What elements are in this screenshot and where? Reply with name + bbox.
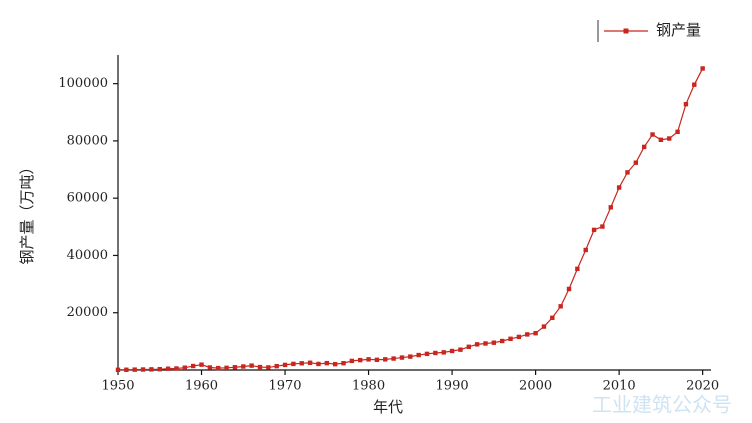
data-point xyxy=(491,340,497,345)
data-point xyxy=(516,334,522,340)
data-point xyxy=(483,341,488,346)
data-point xyxy=(274,363,279,369)
data-point xyxy=(282,362,288,368)
data-point xyxy=(316,361,321,367)
data-point xyxy=(458,347,463,352)
data-point xyxy=(625,170,630,175)
x-tick-label: 1970 xyxy=(268,379,301,394)
data-point xyxy=(641,144,647,150)
data-point xyxy=(349,358,355,364)
data-point xyxy=(115,367,121,373)
data-point xyxy=(433,350,438,356)
legend-marker xyxy=(623,28,629,34)
legend-label: 钢产量 xyxy=(656,21,701,39)
data-point xyxy=(424,351,430,357)
data-point xyxy=(575,266,580,272)
data-point xyxy=(190,363,196,369)
data-point xyxy=(675,129,680,135)
x-tick-label: 2010 xyxy=(603,379,636,394)
data-point xyxy=(600,224,605,229)
x-axis-label: 年代 xyxy=(373,398,403,416)
y-tick-label: 80000 xyxy=(67,133,108,148)
series-line xyxy=(117,68,704,371)
y-tick-label: 100000 xyxy=(58,76,108,91)
data-point xyxy=(249,363,254,368)
x-tick-label: 1960 xyxy=(185,379,218,394)
y-tick-label: 40000 xyxy=(67,248,108,263)
data-point xyxy=(157,366,162,372)
data-point xyxy=(650,132,655,137)
y-tick-label: 60000 xyxy=(67,191,108,206)
data-point xyxy=(558,304,563,309)
x-tick-label: 2000 xyxy=(519,379,552,394)
data-point xyxy=(140,367,146,372)
data-point xyxy=(541,324,547,329)
data-point xyxy=(474,342,480,347)
data-point xyxy=(499,338,505,344)
data-point xyxy=(332,361,338,367)
data-point xyxy=(358,357,363,363)
data-point xyxy=(408,354,413,359)
data-point xyxy=(199,362,204,367)
y-tick-label: 20000 xyxy=(67,305,108,320)
data-point xyxy=(550,315,555,320)
data-point xyxy=(299,361,304,366)
x-tick-label: 1990 xyxy=(436,379,469,394)
data-point xyxy=(232,365,238,370)
data-point xyxy=(241,364,246,369)
data-point xyxy=(391,356,396,361)
data-point xyxy=(416,352,421,358)
data-point xyxy=(341,361,346,366)
data-point xyxy=(399,355,405,360)
data-point xyxy=(257,364,263,370)
data-point xyxy=(441,350,446,355)
data-point xyxy=(374,357,380,363)
data-point xyxy=(692,82,697,87)
data-point xyxy=(324,360,330,366)
data-point xyxy=(124,367,129,372)
data-point xyxy=(658,137,664,143)
data-point xyxy=(266,365,271,370)
data-point xyxy=(174,366,179,371)
data-point xyxy=(533,331,538,336)
data-point xyxy=(182,365,188,370)
data-point xyxy=(165,366,171,371)
x-tick-label: 1950 xyxy=(101,379,134,394)
data-point xyxy=(307,360,313,365)
data-point xyxy=(616,185,622,190)
y-axis-label: 钢产量（万吨） xyxy=(18,159,36,264)
data-point xyxy=(525,332,530,337)
data-point xyxy=(700,66,705,71)
data-point xyxy=(683,101,689,107)
data-point xyxy=(366,357,371,362)
data-point xyxy=(291,361,296,367)
data-point xyxy=(224,365,229,371)
watermark: 工业建筑公众号 xyxy=(592,393,732,417)
data-point xyxy=(207,365,213,370)
data-point xyxy=(583,247,588,253)
data-point xyxy=(633,160,639,165)
data-point xyxy=(566,286,572,292)
x-tick-label: 2020 xyxy=(686,379,719,394)
data-point xyxy=(383,357,388,362)
data-point xyxy=(608,205,613,210)
data-point xyxy=(449,348,455,354)
data-point xyxy=(591,227,597,233)
data-point xyxy=(149,367,154,372)
data-point xyxy=(132,367,137,372)
data-point xyxy=(667,136,672,141)
data-point xyxy=(466,344,471,350)
x-tick-label: 1980 xyxy=(352,379,385,394)
data-point xyxy=(508,336,513,342)
data-point xyxy=(216,365,221,371)
